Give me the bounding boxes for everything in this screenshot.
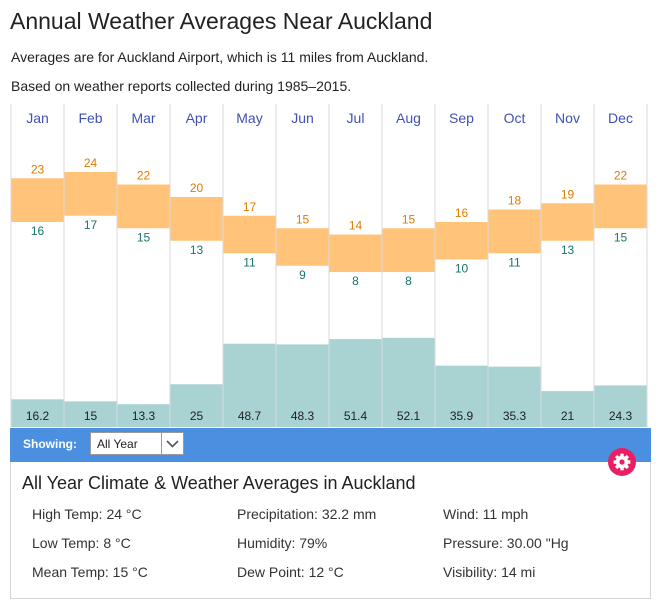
summary-title: All Year Climate & Weather Averages in A… [22, 473, 416, 493]
temp-range-bar-jan [11, 178, 64, 222]
month-label-nov: Nov [555, 110, 580, 126]
showing-label: Showing: [23, 437, 77, 451]
high-temp-label-sep: 16 [455, 206, 469, 220]
precip-bar-jan [11, 399, 64, 427]
precip-bar-oct [488, 366, 541, 427]
high-temp-label-oct: 18 [508, 194, 522, 208]
period-select[interactable]: All Year [90, 432, 184, 455]
low-temp-label-jun: 9 [299, 268, 306, 282]
precip-label-aug: 52.1 [397, 409, 421, 423]
precip-label-jun: 48.3 [291, 409, 315, 423]
chevron-down-icon[interactable] [161, 433, 183, 454]
high-temp-label-jan: 23 [31, 162, 45, 176]
month-label-feb: Feb [78, 110, 102, 126]
high-temp-stat: High Temp: 24 °C [32, 506, 142, 522]
precipitation-stat: Precipitation: 32.2 mm [237, 506, 377, 522]
month-label-sep: Sep [449, 110, 474, 126]
precip-label-sep: 35.9 [450, 409, 474, 423]
precip-label-feb: 15 [84, 409, 98, 423]
low-temp-stat: Low Temp: 8 °C [32, 535, 131, 551]
temp-range-bar-sep [435, 222, 488, 260]
high-temp-label-feb: 24 [84, 156, 98, 170]
humidity-stat: Humidity: 79% [237, 535, 328, 551]
high-temp-label-nov: 19 [561, 187, 575, 201]
low-temp-label-jul: 8 [352, 274, 359, 288]
gear-icon [613, 453, 631, 471]
temp-range-bar-dec [594, 184, 647, 229]
month-label-jul: Jul [347, 110, 365, 126]
period-filter-bar: Showing: All Year [10, 428, 651, 462]
temp-range-bar-aug [382, 228, 435, 272]
mean-temp-stat: Mean Temp: 15 °C [32, 564, 148, 580]
low-temp-label-jan: 16 [31, 224, 45, 238]
wind-stat: Wind: 11 mph [443, 506, 529, 522]
precip-bar-apr [170, 384, 223, 427]
station-note: Averages are for Auckland Airport, which… [11, 49, 429, 65]
high-temp-label-may: 17 [243, 200, 257, 214]
high-temp-label-mar: 22 [137, 169, 151, 183]
precip-label-may: 48.7 [238, 409, 262, 423]
temp-range-bar-feb [64, 172, 117, 216]
climate-chart: Jan 23 16 16.2 Feb 24 17 15 Mar 22 15 13.3 Apr 20 13 25… [10, 104, 648, 427]
precip-label-jul: 51.4 [344, 409, 368, 423]
month-label-dec: Dec [608, 110, 633, 126]
precip-bar-jul [329, 339, 382, 427]
precip-label-apr: 25 [190, 409, 204, 423]
temp-range-bar-jul [329, 234, 382, 272]
temp-range-bar-may [223, 215, 276, 254]
temp-range-bar-mar [117, 184, 170, 229]
precip-bar-jun [276, 344, 329, 427]
month-label-jan: Jan [26, 110, 49, 126]
month-label-mar: Mar [131, 110, 155, 126]
high-temp-label-jul: 14 [349, 219, 363, 233]
period-select-value: All Year [97, 437, 138, 451]
high-temp-label-aug: 15 [402, 212, 416, 226]
high-temp-label-jun: 15 [296, 212, 310, 226]
precip-label-nov: 21 [561, 409, 575, 423]
low-temp-label-apr: 13 [190, 243, 204, 257]
period-note: Based on weather reports collected durin… [11, 78, 352, 94]
precip-bar-nov [541, 391, 594, 427]
precip-label-oct: 35.3 [503, 409, 527, 423]
low-temp-label-aug: 8 [405, 274, 412, 288]
page-title: Annual Weather Averages Near Auckland [10, 8, 433, 34]
temp-range-bar-nov [541, 203, 594, 241]
precip-label-dec: 24.3 [609, 409, 633, 423]
low-temp-label-oct: 11 [508, 255, 521, 269]
temp-range-bar-jun [276, 228, 329, 266]
low-temp-label-sep: 10 [455, 262, 469, 276]
precip-label-mar: 13.3 [132, 409, 156, 423]
low-temp-label-mar: 15 [137, 230, 151, 244]
low-temp-label-nov: 13 [561, 243, 575, 257]
dew-point-stat: Dew Point: 12 °C [237, 564, 344, 580]
climate-summary-panel: All Year Climate & Weather Averages in A… [10, 462, 651, 599]
month-label-apr: Apr [186, 110, 208, 126]
precip-bar-mar [117, 404, 170, 427]
precip-bar-feb [64, 401, 117, 427]
pressure-stat: Pressure: 30.00 "Hg [443, 535, 569, 551]
precip-label-jan: 16.2 [26, 409, 50, 423]
temp-range-bar-oct [488, 209, 541, 254]
month-label-oct: Oct [504, 110, 526, 126]
month-label-may: May [236, 110, 262, 126]
settings-button[interactable] [608, 448, 636, 476]
high-temp-label-dec: 22 [614, 169, 628, 183]
month-label-jun: Jun [291, 110, 314, 126]
high-temp-label-apr: 20 [190, 181, 204, 195]
precip-bar-aug [382, 337, 435, 427]
visibility-stat: Visibility: 14 mi [443, 564, 536, 580]
precip-bar-may [223, 343, 276, 427]
precip-bar-sep [435, 365, 488, 427]
low-temp-label-feb: 17 [84, 218, 98, 232]
month-label-aug: Aug [396, 110, 421, 126]
precip-bar-dec [594, 385, 647, 427]
low-temp-label-may: 11 [243, 255, 256, 269]
low-temp-label-dec: 15 [614, 230, 628, 244]
temp-range-bar-apr [170, 197, 223, 241]
